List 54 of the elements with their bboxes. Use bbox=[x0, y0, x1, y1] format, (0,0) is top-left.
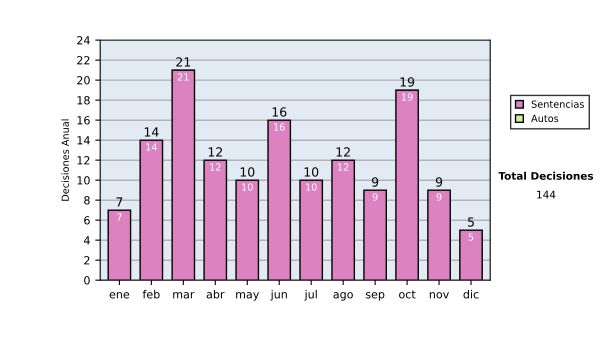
x-tick-label: mar bbox=[173, 292, 194, 298]
legend-label: Autos bbox=[531, 114, 558, 122]
total-label: 19 bbox=[400, 77, 414, 87]
total-label: 16 bbox=[272, 107, 286, 117]
y-tick-label: 20 bbox=[77, 76, 90, 85]
y-tick-label: 6 bbox=[84, 216, 90, 225]
data-label: 10 bbox=[306, 183, 317, 191]
x-tick-label: abr bbox=[206, 290, 224, 298]
y-tick-label: 4 bbox=[84, 236, 90, 244]
total-label: 14 bbox=[144, 127, 159, 137]
total-label: 12 bbox=[336, 147, 350, 157]
x-tick-label: dic bbox=[464, 290, 478, 298]
total-label: 10 bbox=[240, 167, 254, 177]
total-label: 5 bbox=[468, 217, 474, 227]
data-label: 16 bbox=[274, 123, 285, 131]
text: Total Decisiones bbox=[498, 172, 594, 180]
data-label: 12 bbox=[338, 163, 348, 171]
x-tick-label: nov bbox=[430, 292, 449, 298]
total-label: 21 bbox=[176, 57, 190, 67]
data-label: 7 bbox=[117, 213, 122, 221]
y-tick-label: 0 bbox=[84, 276, 90, 285]
y-tick-label: 14 bbox=[78, 136, 90, 144]
y-tick-label: 12 bbox=[78, 156, 90, 164]
data-label: 5 bbox=[468, 233, 474, 241]
total-label: 7 bbox=[116, 197, 122, 207]
data-label: 9 bbox=[436, 193, 442, 201]
total-label: 12 bbox=[208, 147, 222, 157]
total-label: 10 bbox=[304, 167, 318, 177]
total-label: 9 bbox=[372, 177, 378, 187]
data-label: 19 bbox=[402, 93, 413, 101]
data-label: 10 bbox=[242, 183, 253, 191]
x-tick-label: jul bbox=[304, 290, 317, 301]
x-tick-label: may bbox=[236, 292, 260, 301]
x-tick-label: ene bbox=[110, 292, 130, 298]
total-label: 9 bbox=[436, 177, 442, 187]
data-label: 9 bbox=[372, 193, 378, 201]
x-tick-label: sep bbox=[366, 292, 384, 301]
data-label: 12 bbox=[210, 163, 220, 171]
y-axis-title: Decisiones Anual bbox=[61, 119, 69, 201]
x-tick-label: ago bbox=[333, 292, 353, 301]
y-tick-label: 18 bbox=[78, 96, 90, 105]
y-tick-label: 8 bbox=[84, 196, 90, 205]
y-tick-label: 16 bbox=[78, 116, 90, 125]
x-tick-label: oct bbox=[399, 290, 416, 298]
x-tick-label: jun bbox=[270, 290, 287, 301]
y-tick-label: 24 bbox=[77, 36, 90, 44]
data-label: 14 bbox=[146, 143, 157, 151]
text: 144 bbox=[537, 190, 556, 198]
y-tick-label: 2 bbox=[84, 256, 90, 264]
y-tick-label: 22 bbox=[77, 56, 90, 64]
legend-label: Sentencias bbox=[532, 100, 584, 108]
y-tick-label: 10 bbox=[78, 176, 90, 185]
x-tick-label: feb bbox=[142, 290, 160, 298]
data-label: 21 bbox=[178, 73, 189, 81]
